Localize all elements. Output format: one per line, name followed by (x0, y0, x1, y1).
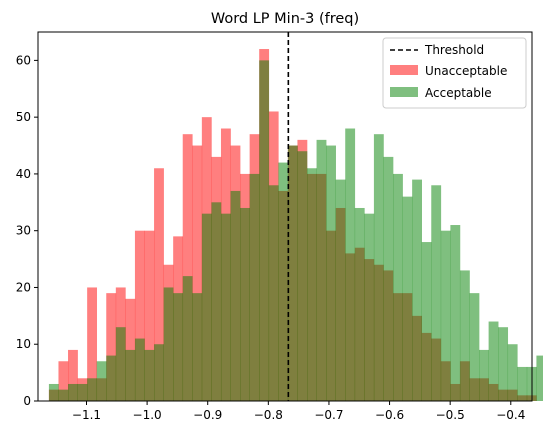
legend-box (382, 37, 527, 109)
bar-acceptable (240, 207, 250, 401)
bar-unacceptable (87, 287, 98, 401)
y-tick-label: 30 (16, 224, 31, 238)
bar-acceptable (364, 213, 375, 401)
bar-acceptable (173, 293, 184, 401)
bar-acceptable (96, 361, 107, 401)
legend-threshold-label: Threshold (424, 43, 484, 57)
bar-acceptable (373, 134, 384, 401)
legend-unacceptable-swatch (390, 65, 418, 75)
bar-acceptable (459, 270, 470, 401)
bar-acceptable (115, 327, 126, 401)
x-tick-label: −1.1 (72, 408, 101, 422)
legend: Threshold Unacceptable Acceptable (382, 37, 527, 109)
plot-area (48, 32, 543, 402)
bar-acceptable (125, 349, 136, 401)
bar-acceptable (393, 173, 403, 401)
bar-acceptable (488, 321, 499, 401)
bar-acceptable (211, 202, 222, 401)
bar-acceptable (316, 139, 327, 402)
bar-unacceptable (58, 361, 69, 401)
bar-acceptable (249, 173, 260, 401)
bar-acceptable (287, 145, 298, 401)
bar-acceptable (154, 344, 164, 401)
bar-unacceptable (144, 230, 155, 401)
bar-acceptable (440, 230, 451, 401)
bar-acceptable (230, 190, 241, 401)
bar-unacceptable (192, 145, 203, 401)
bar-unacceptable (134, 230, 145, 401)
bar-acceptable (412, 179, 422, 401)
y-tick-label: 0 (23, 394, 31, 408)
bar-acceptable (144, 349, 155, 401)
bar-acceptable (58, 389, 69, 401)
bar-acceptable (469, 293, 480, 401)
bar-acceptable (517, 366, 528, 401)
plot-frame (37, 31, 533, 402)
x-tick-label: −1.0 (133, 408, 162, 422)
bar-acceptable (77, 383, 88, 401)
bar-acceptable (421, 242, 432, 401)
bar-acceptable (259, 60, 270, 401)
bar-acceptable (268, 185, 279, 401)
bar-acceptable (182, 276, 193, 401)
bar-acceptable (335, 179, 346, 401)
bar-acceptable (68, 383, 78, 401)
bar-unacceptable (68, 349, 78, 401)
bar-acceptable (48, 383, 59, 401)
bar-acceptable (201, 213, 212, 401)
bar-acceptable (307, 168, 317, 401)
bar-acceptable (297, 151, 308, 401)
bar-acceptable (278, 162, 289, 401)
bar-acceptable (106, 355, 117, 401)
x-tick-label: −0.6 (375, 408, 404, 422)
bar-acceptable (498, 327, 509, 401)
series-acceptable (48, 60, 543, 402)
bar-acceptable (87, 378, 98, 401)
bar-acceptable (220, 213, 231, 401)
bar-acceptable (354, 207, 365, 401)
x-tick-label: −0.4 (496, 408, 525, 422)
bar-acceptable (326, 145, 336, 401)
x-tick-label: −0.9 (193, 408, 222, 422)
x-tick-label: −0.7 (314, 408, 343, 422)
bar-acceptable (134, 338, 145, 401)
x-axis: −1.1 −1.0 −0.9 −0.8 −0.7 −0.6 −0.5 −0.4 (72, 401, 525, 422)
legend-acceptable-swatch (390, 87, 418, 97)
y-axis: 0 10 20 30 40 50 60 (16, 53, 38, 408)
bar-acceptable (450, 225, 461, 401)
bar-unacceptable (106, 293, 117, 401)
bar-acceptable (536, 355, 543, 401)
x-tick-label: −0.8 (254, 408, 283, 422)
bar-acceptable (383, 156, 394, 401)
y-tick-label: 40 (16, 167, 31, 181)
bar-acceptable (402, 196, 413, 401)
bar-acceptable (479, 349, 489, 401)
chart-title: Word LP Min-3 (freq) (211, 11, 359, 27)
y-tick-label: 50 (16, 110, 31, 124)
y-tick-label: 60 (16, 53, 31, 67)
bar-acceptable (163, 287, 174, 401)
bar-acceptable (431, 185, 442, 401)
bar-acceptable (345, 128, 356, 401)
y-tick-label: 10 (16, 337, 31, 351)
y-tick-label: 20 (16, 280, 31, 294)
legend-unacceptable-label: Unacceptable (425, 64, 507, 78)
bar-acceptable (192, 293, 203, 401)
legend-acceptable-label: Acceptable (425, 86, 492, 100)
x-tick-label: −0.5 (436, 408, 465, 422)
bar-unacceptable (182, 134, 193, 401)
bar-unacceptable (154, 168, 164, 401)
bar-acceptable (507, 344, 518, 401)
